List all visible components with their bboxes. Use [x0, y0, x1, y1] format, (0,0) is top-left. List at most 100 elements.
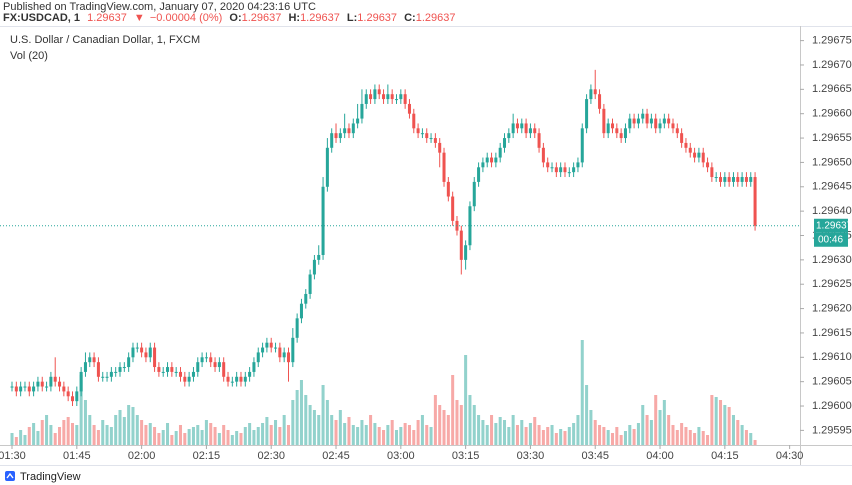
volume-bar [680, 423, 684, 445]
candle-body [200, 357, 204, 363]
candle-body [459, 230, 463, 260]
candle-body [442, 152, 446, 182]
volume-bar [256, 427, 260, 445]
candle-body [701, 152, 705, 163]
volume-bar [45, 415, 49, 445]
countdown-label: 00:46 [818, 234, 843, 245]
candle-body [70, 396, 75, 402]
volume-bar [53, 433, 57, 445]
candle-body [343, 128, 347, 134]
volume-bar [338, 410, 342, 445]
candle-body [347, 128, 351, 134]
volume-bar [204, 420, 208, 445]
x-tick-label: 03:15 [452, 450, 480, 462]
volume-bar [585, 385, 589, 445]
volume-bar [403, 423, 407, 445]
candle-body [49, 376, 53, 387]
last-price-label: 1.29637 [816, 220, 852, 231]
x-tick-label: 03:30 [517, 450, 545, 462]
candle-body [744, 177, 748, 182]
volume-bar [736, 420, 740, 445]
volume-bar [658, 410, 662, 445]
volume-bar [135, 415, 139, 445]
candle-body [88, 357, 92, 363]
volume-bar [83, 400, 87, 445]
volume-bar [481, 420, 485, 445]
ohlc-label: H: [288, 12, 300, 24]
volume-bar [200, 430, 204, 445]
volume-bar [265, 417, 269, 445]
candle-body [589, 89, 593, 100]
ohlc-label: C: [404, 12, 416, 24]
candle-body [688, 147, 692, 153]
candle-body [468, 206, 472, 246]
volume-bar [649, 420, 653, 445]
volume-bar [209, 423, 213, 445]
footer-brand: TradingView [20, 471, 81, 483]
candle-body [140, 347, 144, 353]
candle-body [101, 376, 105, 378]
candle-body [92, 357, 96, 363]
candle-body [312, 259, 316, 275]
volume-bar [550, 425, 554, 445]
candle-body [619, 133, 623, 139]
candle-body [502, 138, 507, 148]
candle-body [79, 371, 83, 392]
candle-body [109, 371, 113, 377]
candle-body [610, 123, 615, 129]
volume-bar [533, 417, 537, 445]
volume-bar [615, 427, 619, 445]
candle-body [118, 367, 122, 372]
ohlc-label: L: [347, 12, 357, 24]
candle-body [19, 386, 23, 392]
candle-body [567, 172, 571, 174]
volume-bar [347, 417, 351, 445]
candle-body [382, 94, 386, 100]
volume-bar [330, 415, 334, 445]
candle-body [667, 118, 671, 124]
volume-bar [472, 405, 476, 445]
volume-bar [580, 340, 584, 445]
volume-bar [312, 410, 316, 445]
candle-body [412, 113, 416, 129]
candle-body [209, 357, 213, 363]
candle-body [248, 371, 252, 377]
volume-bar [675, 430, 679, 445]
candle-body [394, 99, 399, 101]
volume-bar [407, 425, 411, 445]
candle-body [308, 274, 312, 294]
y-tick-label: 1.29670 [812, 59, 852, 71]
volume-bar [537, 425, 541, 445]
candle-body [585, 99, 589, 129]
volume-bar [714, 397, 718, 445]
candle-body [14, 386, 18, 392]
candle-body [580, 128, 584, 163]
volume-bar [520, 420, 524, 445]
volume-bar [554, 433, 558, 445]
volume-bar [662, 400, 666, 445]
volume-bar [109, 427, 113, 445]
candle-body [602, 108, 606, 134]
volume-bar [632, 429, 636, 445]
candle-body [204, 357, 208, 359]
axes: 1.29595 1.29600 1.29605 1.29610 1.29615 1.296… [0, 35, 852, 462]
volume-bar [127, 405, 131, 445]
volume-layer [10, 340, 757, 445]
candle-body [334, 133, 338, 139]
volume-bar [645, 415, 649, 445]
volume-bar [477, 415, 481, 445]
candle-body [615, 128, 619, 134]
candle-body [485, 157, 489, 163]
candle-body [351, 123, 355, 134]
candle-body [114, 371, 118, 373]
candle-body [235, 376, 239, 382]
volume-bar [187, 429, 191, 445]
candle-body [131, 347, 135, 358]
volume-bar [369, 415, 373, 445]
candle-body [178, 371, 183, 377]
candle-body [166, 367, 170, 372]
volume-bar [693, 433, 697, 445]
candle-body [191, 371, 195, 377]
